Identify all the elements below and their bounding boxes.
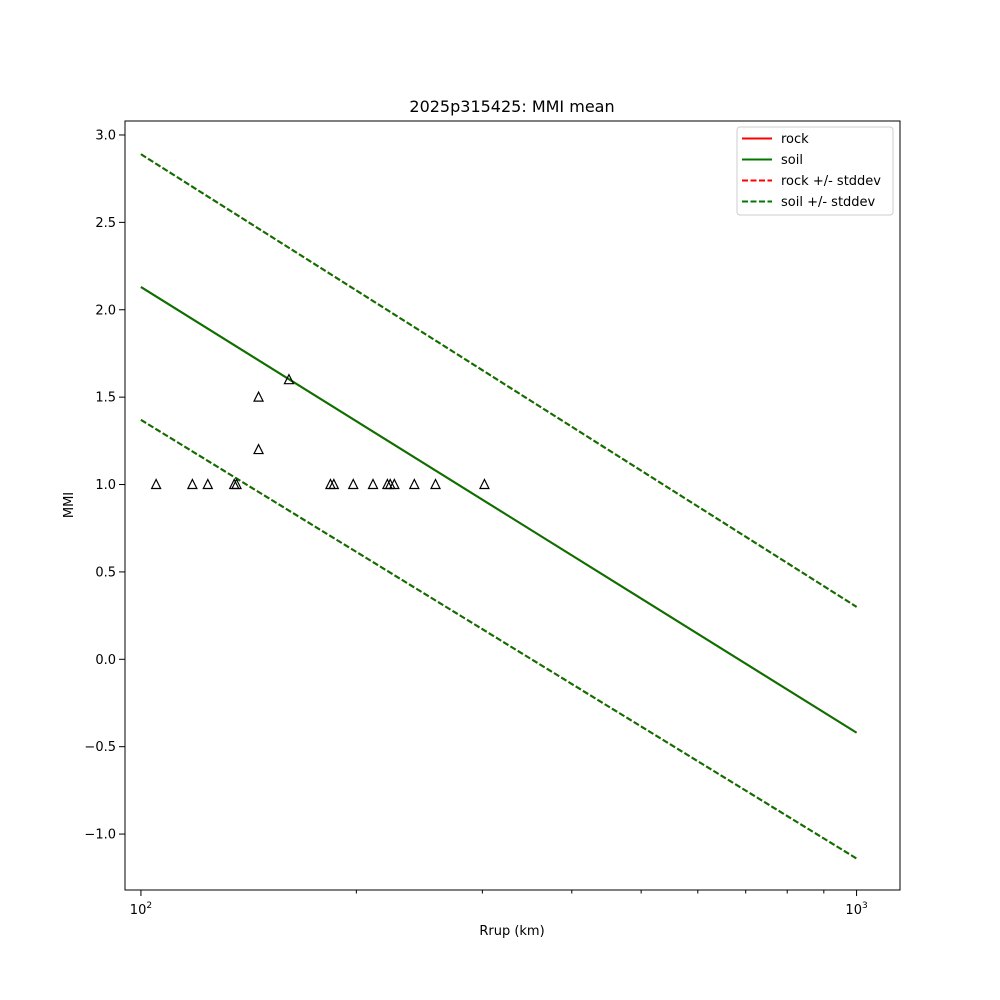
series-1-line (140, 286, 858, 734)
observation-marker-7 (283, 373, 295, 385)
observation-marker-14 (388, 478, 400, 490)
y-axis-ticks: −1.0 −0.5 0.0 0.5 1.0 1.5 2.0 2.5 3.0 (84, 128, 125, 843)
legend-label-2: rock +/- stddev (781, 174, 881, 189)
observation-marker-15 (408, 478, 420, 490)
y-tick-label-6: 2.0 (95, 303, 116, 318)
y-tick-label-4: 1.0 (95, 478, 116, 493)
x-axis-label: Rrup (km) (479, 924, 544, 939)
legend: rock soil rock +/- stddev soil +/- stddev (736, 126, 894, 216)
legend-label-3: soil +/- stddev (781, 195, 876, 210)
y-tick-label-1: −0.5 (84, 740, 116, 755)
legend-box (736, 126, 894, 216)
observation-marker-5 (253, 443, 265, 455)
y-tick-label-0: −1.0 (84, 828, 116, 843)
series-3-upper (140, 153, 858, 608)
observation-marker-1 (186, 478, 198, 490)
y-tick-label-5: 1.5 (95, 391, 116, 406)
y-tick-label-8: 3.0 (95, 128, 116, 143)
y-tick-label-7: 2.5 (95, 216, 116, 231)
observation-marker-16 (430, 478, 441, 490)
plot-lines (140, 153, 858, 860)
legend-label-1: soil (781, 153, 803, 168)
observation-marker-2 (202, 478, 214, 490)
series-3-lower (140, 419, 858, 860)
observation-marker-17 (478, 478, 490, 490)
chart-title: 2025p315425: MMI mean (409, 97, 614, 116)
legend-label-0: rock (781, 132, 809, 147)
observation-marker-9 (328, 478, 340, 490)
observation-marker-6 (253, 390, 265, 402)
observation-marker-11 (367, 478, 379, 490)
y-tick-label-3: 0.5 (95, 565, 116, 580)
observation-marker-4 (231, 478, 242, 490)
x-tick-label-1: 103 (845, 901, 867, 918)
x-axis-ticks: 102 103 (130, 890, 868, 918)
y-tick-label-2: 0.0 (95, 653, 116, 668)
plot-frame (124, 120, 901, 891)
observation-marker-0 (150, 478, 162, 490)
y-axis-label: MMI (62, 492, 77, 518)
observation-marker-10 (347, 478, 359, 490)
x-tick-label-0: 102 (130, 901, 152, 918)
observation-markers (150, 373, 490, 490)
